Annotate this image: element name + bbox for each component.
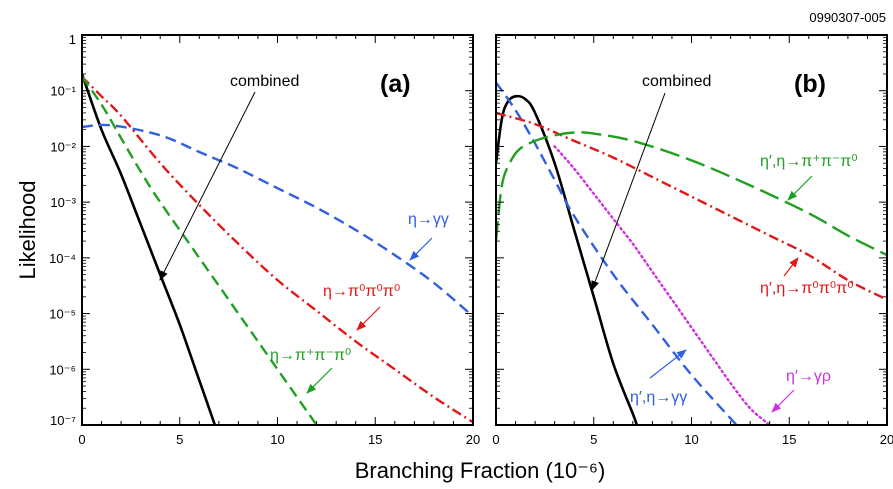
x-tick-label: 5 <box>176 432 183 447</box>
gammarho-label-b: η′→γρ <box>786 368 831 385</box>
combined-label-a: combined <box>230 73 299 90</box>
series-line-b-pipipi0 <box>496 131 887 257</box>
x-axis-title: Branching Fraction (10⁻⁶) <box>355 458 606 483</box>
series-line-b-combined <box>496 94 639 425</box>
panel-b-label: (b) <box>794 70 826 98</box>
y-tick-label: 10⁻² <box>50 139 76 154</box>
gammagamma-arrow-b <box>649 349 687 379</box>
y-tick-label: 10⁻³ <box>50 195 76 210</box>
pipipi0-label-b: η′,η→π⁺π⁻π⁰ <box>760 153 858 170</box>
pipipi0-arrow-b <box>787 175 813 201</box>
pipipi0-arrow-a <box>306 367 333 394</box>
x-tick-label: 20 <box>466 432 480 447</box>
gammarho-arrow-b <box>771 389 795 413</box>
threepi0-arrow-a <box>356 306 381 331</box>
series-line-a-gammagamma <box>82 123 473 318</box>
pipipi0-label-a: η→π⁺π⁻π⁰ <box>270 347 351 364</box>
x-tick-label: 10 <box>270 432 284 447</box>
x-tick-label: 5 <box>590 432 597 447</box>
y-tick-label: 10⁻⁶ <box>49 362 76 377</box>
x-tick-label: 10 <box>684 432 698 447</box>
series-line-b-gammagamma <box>496 81 738 425</box>
series-line-a-pipipi0 <box>82 76 318 425</box>
figure-id: 0990307-005 <box>809 10 886 25</box>
panel-b: 0 5 10 15 20 (b) combined η′,η→γγ η′,η→π⁰π⁰π… <box>492 34 893 447</box>
y-tick-label: 10⁻⁴ <box>49 251 76 266</box>
x-tick-label: 20 <box>880 432 893 447</box>
combined-label-b: combined <box>642 73 711 90</box>
y-tick-label: 10⁻¹ <box>50 84 76 99</box>
x-tick-label: 15 <box>782 432 796 447</box>
threepi0-label-b: η′,η→π⁰π⁰π⁰ <box>760 280 854 297</box>
combined-arrow-a <box>159 91 256 281</box>
series-line-b-threepi0 <box>496 111 887 301</box>
panel-a-frame <box>81 34 474 426</box>
x-tick-label: 0 <box>492 432 499 447</box>
panel-b-frame <box>495 34 888 426</box>
series-line-a-combined <box>82 73 217 425</box>
y-tick-label: 1 <box>69 32 76 47</box>
gammagamma-label-b: η′,η→γγ <box>630 389 687 406</box>
threepi0-arrow-b <box>783 257 799 277</box>
gammagamma-label-a: η→γγ <box>408 211 449 228</box>
y-axis-title: Likelihood <box>15 180 40 279</box>
y-tick-label: 10⁻⁷ <box>50 413 76 428</box>
series-line-b-gammarho <box>553 145 771 425</box>
threepi0-label-a: η→π⁰π⁰π⁰ <box>323 283 400 300</box>
panel-a-label: (a) <box>380 70 411 98</box>
combined-arrow-b <box>591 92 666 291</box>
gammagamma-arrow-a <box>409 237 433 261</box>
panel-a: 0 5 10 15 20 1 10⁻¹ 10⁻² 10⁻³ 10⁻⁴ 10⁻⁵ 10⁻⁶ 10⁻⁷ (a… <box>49 32 480 447</box>
series-line-a-threepi0 <box>82 75 473 424</box>
x-tick-label: 0 <box>78 432 85 447</box>
x-tick-label: 15 <box>368 432 382 447</box>
y-tick-label: 10⁻⁵ <box>49 307 76 322</box>
